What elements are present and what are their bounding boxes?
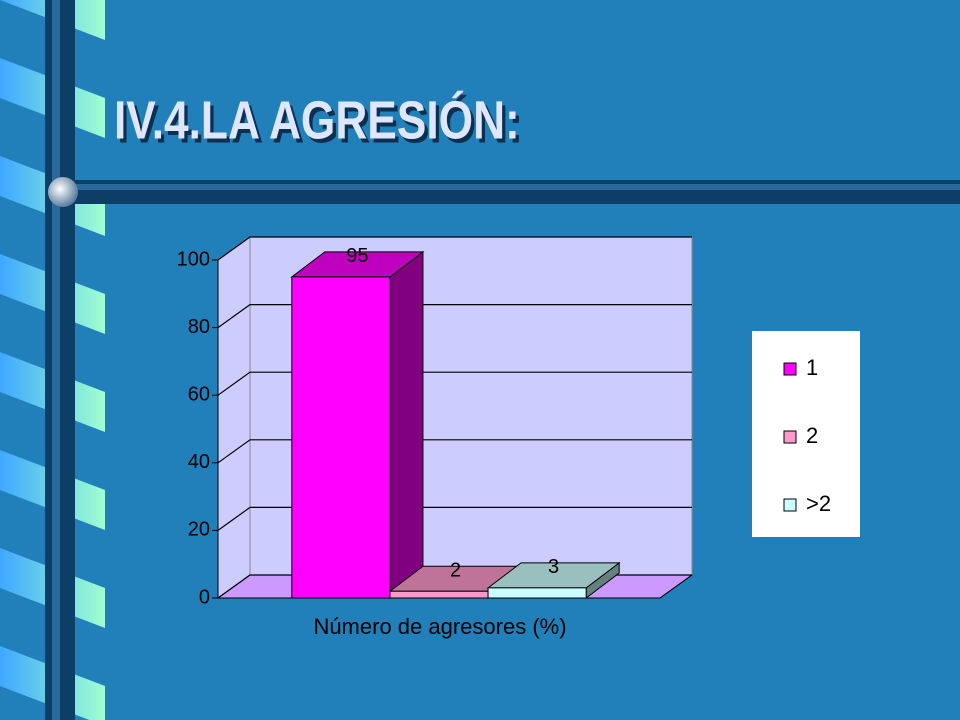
legend-label: 1 <box>806 355 818 380</box>
data-label: 2 <box>450 560 461 582</box>
floor-side <box>659 574 693 599</box>
legend-label: >2 <box>806 491 831 516</box>
decoration <box>0 0 105 720</box>
x-axis-label: Número de agresores (%) <box>313 614 566 639</box>
grid-line <box>217 506 692 531</box>
legend-box <box>752 331 860 537</box>
y-tick-label: 20 <box>188 519 210 541</box>
title: IV.4.LA AGRESIÓN: <box>114 89 520 150</box>
header-rule-highlight <box>60 184 960 190</box>
grid-line <box>217 371 692 396</box>
legend-swatch <box>783 498 797 512</box>
header-rule <box>60 180 960 204</box>
bar <box>291 276 391 599</box>
header-ball <box>48 177 78 207</box>
vertical-bar-highlight <box>52 0 60 720</box>
y-tick-label: 0 <box>199 586 210 608</box>
grid-line <box>217 439 692 464</box>
legend-swatch <box>783 362 797 376</box>
bar <box>487 587 587 599</box>
title-shadow: IV.4.LA AGRESIÓN: <box>117 93 523 154</box>
data-label: 95 <box>346 245 368 267</box>
side-wall <box>217 236 251 599</box>
bar-side <box>389 250 424 600</box>
grid-line <box>217 304 692 329</box>
y-tick-label: 40 <box>188 451 210 473</box>
y-tick-label: 80 <box>188 316 210 338</box>
y-tick-label: 60 <box>188 383 210 405</box>
data-label: 3 <box>548 556 559 578</box>
legend-swatch <box>783 430 797 444</box>
bar <box>389 590 489 599</box>
y-tick-label: 100 <box>177 248 210 270</box>
legend-label: 2 <box>806 423 818 448</box>
chart: 0 20 40 60 80 100 95 2 3 <box>177 236 694 608</box>
grid-line <box>217 236 692 261</box>
